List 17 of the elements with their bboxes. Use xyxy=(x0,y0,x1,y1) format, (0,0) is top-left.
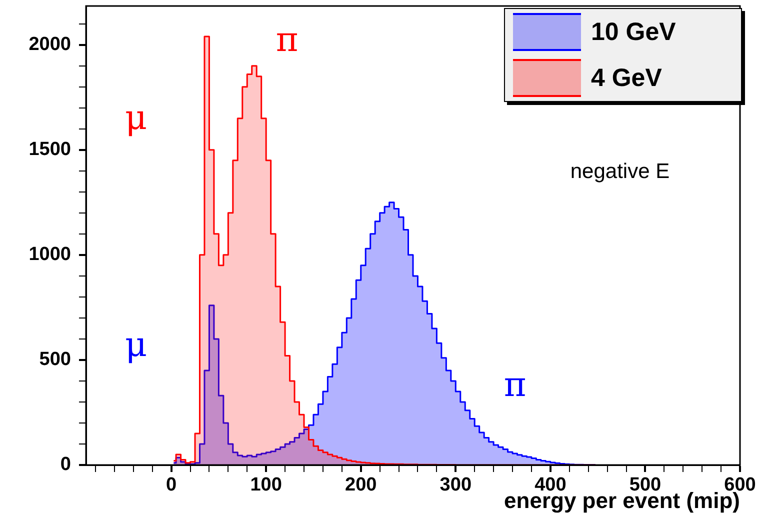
x-tick-label: 100 xyxy=(250,474,282,496)
annotation: π xyxy=(276,20,298,60)
annotation: negative E xyxy=(570,160,670,184)
annotation: π xyxy=(504,365,526,405)
x-tick-label: 0 xyxy=(166,474,177,496)
x-tick-label: 200 xyxy=(345,474,377,496)
legend-label: 4 GeV xyxy=(591,64,662,92)
annotation: μ xyxy=(124,98,148,138)
y-tick-label: 2000 xyxy=(28,34,71,56)
y-tick-label: 500 xyxy=(39,349,71,370)
y-tick-label: 0 xyxy=(60,454,71,476)
y-tick-label: 1000 xyxy=(28,244,71,266)
y-tick-label: 1500 xyxy=(28,139,71,160)
legend-label: 10 GeV xyxy=(591,18,676,46)
x-tick-label: 500 xyxy=(629,474,662,496)
x-tick-label: 300 xyxy=(440,474,472,496)
annotation: μ xyxy=(124,325,148,365)
